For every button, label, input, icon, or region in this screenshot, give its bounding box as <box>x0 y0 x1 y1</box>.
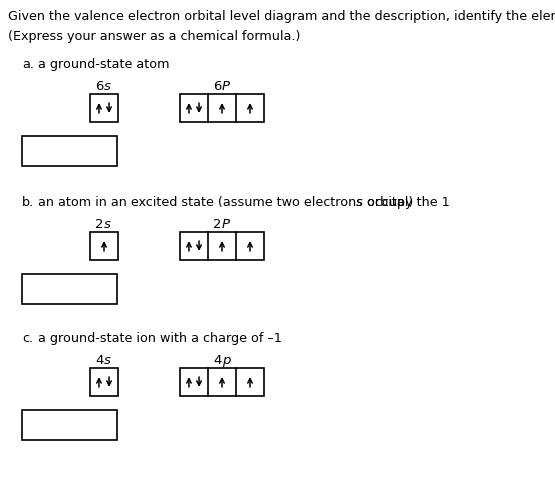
Text: a.: a. <box>22 58 34 71</box>
Text: s: s <box>104 354 111 367</box>
Text: 2: 2 <box>214 218 222 231</box>
Text: 4: 4 <box>214 354 222 367</box>
Bar <box>22 410 117 440</box>
Bar <box>90 368 118 396</box>
Text: 6: 6 <box>95 80 104 93</box>
Bar <box>90 232 118 260</box>
Text: c.: c. <box>22 332 33 345</box>
Text: P: P <box>222 218 230 231</box>
Text: s: s <box>104 80 111 93</box>
Bar <box>22 136 117 166</box>
Text: 4: 4 <box>95 354 104 367</box>
Text: s: s <box>104 218 111 231</box>
Text: orbital): orbital) <box>363 196 413 209</box>
Text: a ground-state ion with a charge of –1: a ground-state ion with a charge of –1 <box>38 332 282 345</box>
Text: (Express your answer as a chemical formula.): (Express your answer as a chemical formu… <box>8 30 300 43</box>
Bar <box>22 274 117 304</box>
Text: an atom in an excited state (assume two electrons occupy the 1: an atom in an excited state (assume two … <box>38 196 450 209</box>
Text: Given the valence electron orbital level diagram and the description, identify t: Given the valence electron orbital level… <box>8 10 555 23</box>
Text: 6: 6 <box>214 80 222 93</box>
Text: P: P <box>222 80 230 93</box>
Bar <box>180 368 264 396</box>
Text: a ground-state atom: a ground-state atom <box>38 58 169 71</box>
Text: p: p <box>222 354 230 367</box>
Text: s: s <box>356 196 362 209</box>
Bar <box>90 94 118 122</box>
Bar <box>180 232 264 260</box>
Text: b.: b. <box>22 196 34 209</box>
Text: 2: 2 <box>95 218 104 231</box>
Bar <box>180 94 264 122</box>
